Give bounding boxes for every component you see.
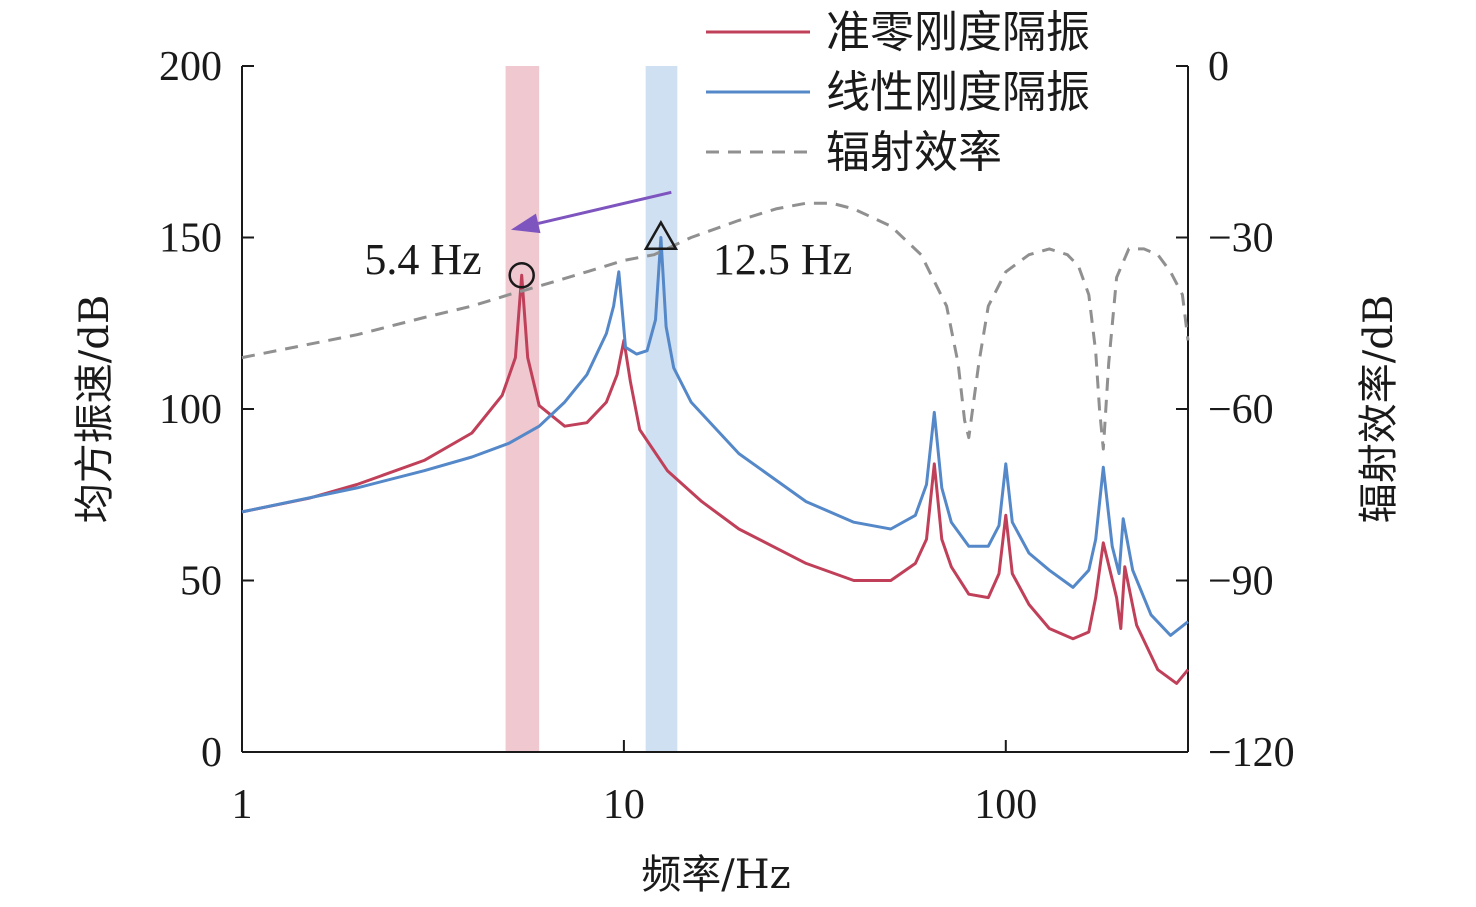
peak-label-12-5hz: 12.5 Hz xyxy=(713,235,852,284)
right-y-tick-label: 0 xyxy=(1208,44,1229,90)
series-line-0 xyxy=(241,273,1190,685)
tick-labels: 1 10 100 0 50 100 150 200 −120 −90 −60 −30 0 xyxy=(159,44,1295,828)
right-y-tick-label: −30 xyxy=(1208,216,1274,262)
left-y-axis-label: 均方振速/dB xyxy=(72,295,118,523)
x-axis-label: 频率/Hz xyxy=(641,852,790,898)
highlight-band-0 xyxy=(505,66,540,752)
series-line-1 xyxy=(241,236,1189,637)
highlight-band-1 xyxy=(645,66,678,752)
legend: 准零刚度隔振 线性刚度隔振 辐射效率 xyxy=(706,7,1090,178)
peak-label-5-4hz: 5.4 Hz xyxy=(364,235,481,284)
axes xyxy=(241,65,1189,753)
x-tick-label: 1 xyxy=(232,782,253,828)
right-y-tick-label: −120 xyxy=(1208,730,1295,776)
arrow-head xyxy=(510,213,541,234)
legend-label-quasi-zero: 准零刚度隔振 xyxy=(826,7,1090,58)
left-y-tick-label: 100 xyxy=(159,387,222,433)
peak-marker-triangle xyxy=(643,219,679,250)
arrow-line xyxy=(537,190,672,225)
data-series xyxy=(241,201,1190,685)
left-y-tick-label: 50 xyxy=(180,559,222,605)
x-tick-label: 10 xyxy=(603,782,645,828)
right-y-tick-label: −90 xyxy=(1208,559,1274,605)
x-tick-label: 100 xyxy=(974,782,1037,828)
series-line-2 xyxy=(241,201,1190,451)
right-y-axis-label: 辐射效率/dB xyxy=(1356,295,1402,523)
left-y-tick-label: 0 xyxy=(201,730,222,776)
left-y-tick-label: 150 xyxy=(159,216,222,262)
legend-label-linear: 线性刚度隔振 xyxy=(826,67,1090,118)
peak-marker-circle xyxy=(508,261,535,289)
legend-label-radiation: 辐射效率 xyxy=(826,127,1002,178)
left-y-tick-label: 200 xyxy=(159,44,222,90)
right-y-tick-label: −60 xyxy=(1208,387,1274,433)
annotations: 5.4 Hz 12.5 Hz xyxy=(364,190,852,289)
highlight-bands xyxy=(505,66,678,752)
